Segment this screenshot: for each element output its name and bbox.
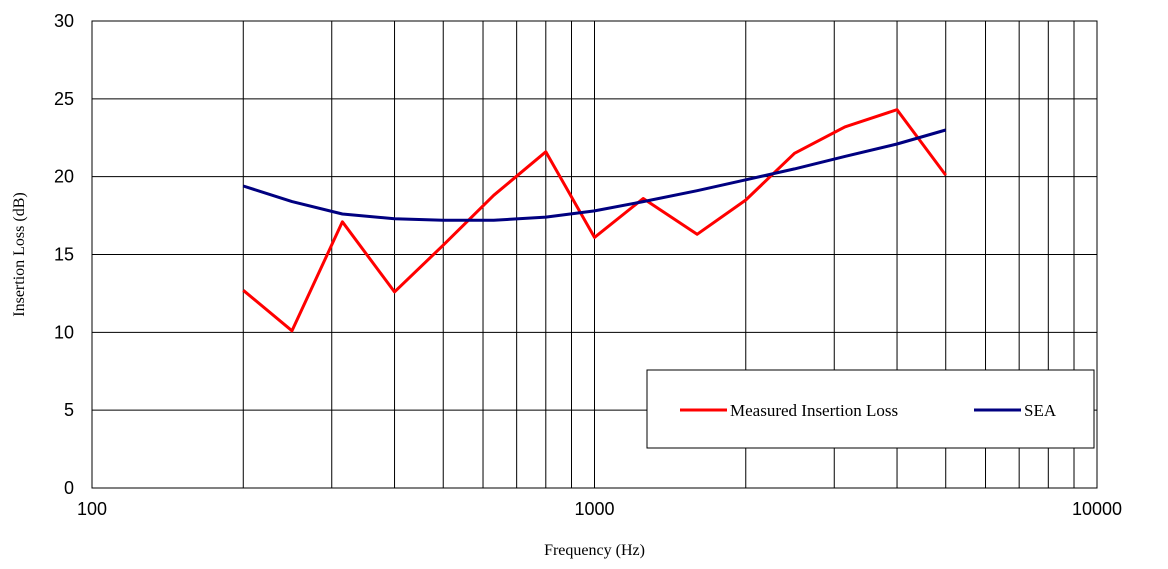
x-axis-label: Frequency (Hz): [544, 542, 645, 559]
series-line-measured: [242, 108, 947, 333]
legend: Measured Insertion Loss SEA: [646, 369, 1095, 449]
y-tick-label: 10: [54, 322, 74, 342]
y-tick-label: 30: [54, 11, 74, 31]
plot-area: [91, 20, 1098, 489]
x-tick-label: 1000: [574, 499, 614, 519]
y-axis-label: Insertion Loss (dB): [11, 192, 28, 316]
series-line-sea: [242, 128, 947, 222]
x-tick-label: 10000: [1072, 499, 1122, 519]
y-tick-label: 25: [54, 89, 74, 109]
y-tick-label: 15: [54, 245, 74, 265]
y-axis-ticks: 0 5 10 15 20 25 30: [54, 11, 74, 498]
y-tick-label: 5: [64, 400, 74, 420]
x-axis-ticks: 100 1000 10000: [77, 499, 1122, 519]
series-layer: [242, 108, 947, 333]
legend-label-measured: Measured Insertion Loss: [730, 401, 898, 420]
y-tick-label: 0: [64, 478, 74, 498]
x-tick-label: 100: [77, 499, 107, 519]
legend-label-sea: SEA: [1024, 401, 1057, 420]
y-tick-label: 20: [54, 167, 74, 187]
